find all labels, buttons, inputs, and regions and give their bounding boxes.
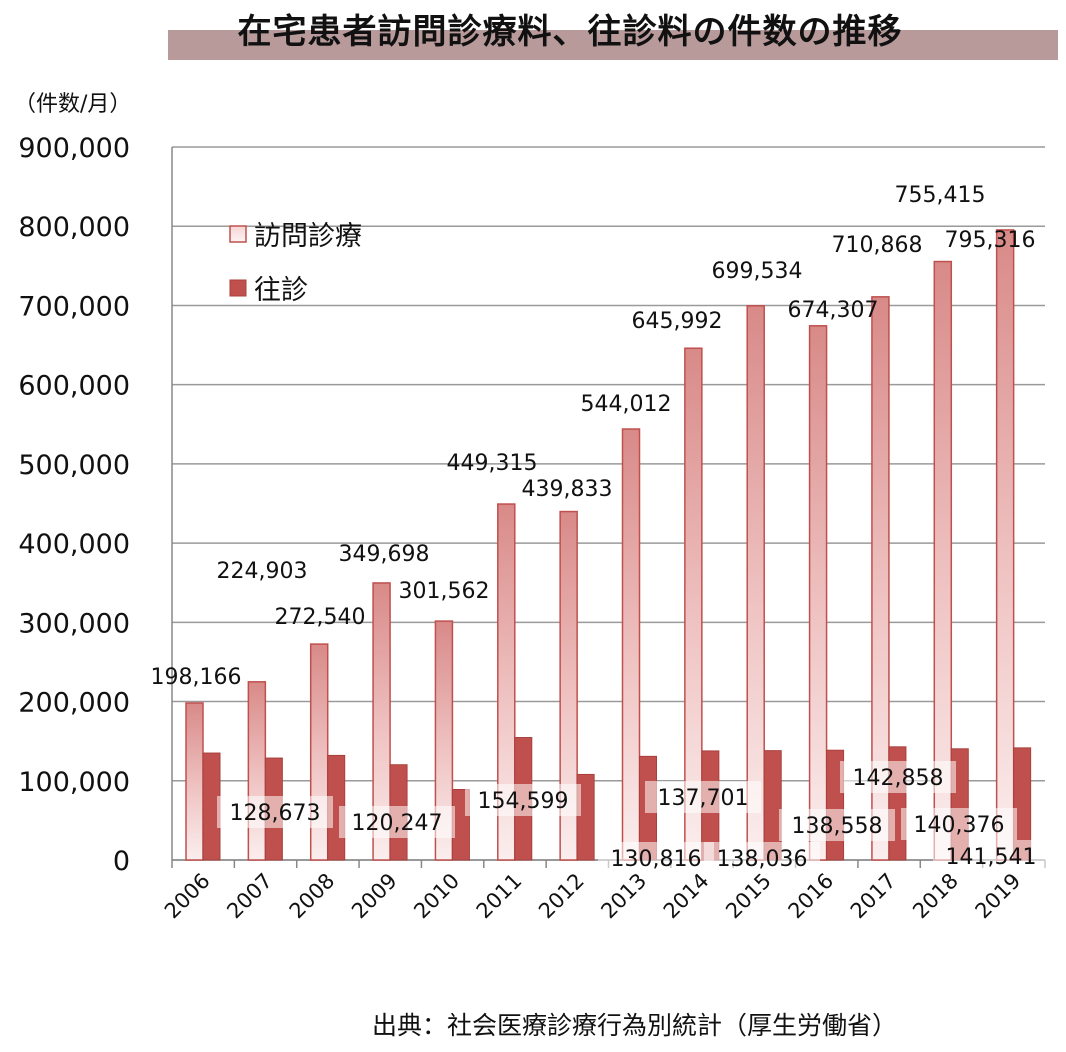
x-tick-label: 2019 <box>971 869 1026 924</box>
data-label-visit: 645,992 <box>632 309 723 334</box>
data-label-visit: 755,415 <box>895 183 986 208</box>
bar-visit <box>621 428 641 861</box>
x-tick-label: 2017 <box>846 869 901 924</box>
data-label-visit: 224,903 <box>217 559 308 584</box>
data-label-backdrop <box>933 840 1049 872</box>
x-tick-label: 2011 <box>472 869 527 924</box>
bar-visit <box>808 325 828 861</box>
data-label-oushin: 138,036 <box>717 847 808 872</box>
x-tick-label: 2006 <box>160 869 215 924</box>
y-tick-label: 900,000 <box>18 133 130 164</box>
y-tick-label: 800,000 <box>18 212 130 243</box>
data-label-backdrop <box>901 808 1017 840</box>
data-label-backdrop <box>704 842 820 874</box>
data-label-visit: 349,698 <box>339 542 430 567</box>
data-label-visit: 198,166 <box>151 665 242 690</box>
bar-visit <box>372 582 391 861</box>
data-label-oushin: 141,541 <box>946 845 1037 870</box>
data-label-visit: 710,868 <box>832 233 923 258</box>
bar-visit <box>185 702 204 861</box>
bar-oushin <box>576 773 595 861</box>
bar-visit <box>497 503 516 861</box>
x-tick-label: 2015 <box>721 869 776 924</box>
y-tick-label: 100,000 <box>18 767 130 798</box>
x-tick-label: 2010 <box>409 869 464 924</box>
data-label-visit: 272,540 <box>275 605 366 630</box>
data-label-backdrop <box>598 842 714 874</box>
legend-swatch-visit <box>229 225 247 243</box>
x-tick-label: 2013 <box>596 869 651 924</box>
data-label-backdrop <box>645 781 761 813</box>
data-label-backdrop <box>465 784 581 816</box>
data-label-backdrop <box>339 806 455 838</box>
data-label-visit: 449,315 <box>447 451 538 476</box>
source-note: 出典：社会医療診療行為別統計（厚生労働省） <box>372 1011 898 1040</box>
data-label-visit: 674,307 <box>788 298 879 323</box>
y-tick-label: 400,000 <box>18 529 130 560</box>
x-tick-label: 2009 <box>347 869 402 924</box>
data-label-oushin: 137,701 <box>658 786 749 811</box>
data-label-visit: 439,833 <box>522 477 613 502</box>
x-tick-label: 2012 <box>534 869 589 924</box>
y-tick-label: 300,000 <box>18 608 130 639</box>
data-label-visit: 544,012 <box>581 392 672 417</box>
data-label-oushin: 154,599 <box>478 789 569 814</box>
data-label-oushin: 138,558 <box>792 814 883 839</box>
legend-label-visit: 訪問診療 <box>254 221 362 252</box>
bar-visit <box>871 296 890 861</box>
x-tick-label: 2008 <box>285 869 340 924</box>
data-label-oushin: 142,858 <box>853 766 944 791</box>
y-axis-unit-label: （件数/月） <box>14 92 132 117</box>
legend-swatch-oushin <box>229 279 247 297</box>
bar-visit <box>434 620 454 861</box>
y-tick-label: 600,000 <box>18 371 130 402</box>
x-tick-label: 2007 <box>222 869 277 924</box>
bar-visit <box>746 305 765 861</box>
data-label-oushin: 128,673 <box>230 801 321 826</box>
bar-visit <box>247 681 267 861</box>
y-tick-label: 500,000 <box>18 450 130 481</box>
data-label-backdrop <box>840 761 956 793</box>
data-label-oushin: 130,816 <box>611 847 702 872</box>
x-tick-label: 2016 <box>784 869 839 924</box>
y-tick-label: 700,000 <box>18 291 130 322</box>
data-label-oushin: 140,376 <box>914 813 1005 838</box>
title-band <box>168 30 1058 60</box>
data-label-visit: 301,562 <box>399 579 490 604</box>
x-tick-label: 2018 <box>908 869 963 924</box>
data-label-visit: 699,534 <box>712 259 803 284</box>
bar-visit <box>559 510 578 861</box>
legend-label-oushin: 往診 <box>254 275 308 306</box>
data-label-backdrop <box>779 809 895 841</box>
bar-visit <box>995 229 1015 861</box>
data-label-oushin: 120,247 <box>352 811 443 836</box>
y-tick-label: 200,000 <box>18 688 130 719</box>
x-tick-label: 2014 <box>659 869 714 924</box>
data-label-backdrop <box>217 796 333 828</box>
y-tick-label: 0 <box>113 846 130 877</box>
data-label-visit: 795,316 <box>945 228 1036 253</box>
chart-title: 在宅患者訪問診療料、往診料の件数の推移 <box>237 12 903 52</box>
